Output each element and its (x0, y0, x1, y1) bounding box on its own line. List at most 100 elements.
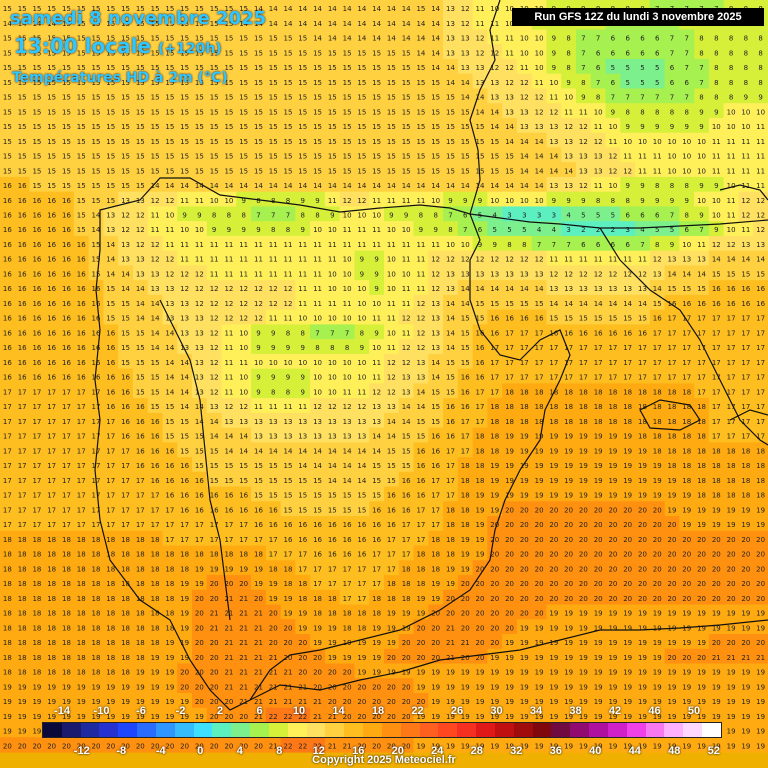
temp-value: 17 (741, 329, 750, 337)
temp-value: 13 (697, 256, 706, 264)
temp-value: 5 (625, 79, 629, 87)
temp-value: 18 (136, 654, 145, 662)
temp-value: 11 (416, 197, 425, 205)
temp-value: 14 (564, 300, 573, 308)
temp-value: 14 (372, 182, 381, 190)
temp-value: 15 (313, 477, 322, 485)
temp-cell (384, 29, 400, 45)
temp-value: 20 (682, 551, 691, 559)
temp-value: 18 (298, 595, 307, 603)
temp-value: 18 (490, 418, 499, 426)
temp-value: 15 (18, 167, 27, 175)
temp-value: 13 (195, 315, 204, 323)
temp-value: 19 (165, 639, 174, 647)
temp-value: 11 (165, 241, 174, 249)
temp-value: 20 (682, 580, 691, 588)
temp-value: 16 (195, 477, 204, 485)
temp-value: 12 (210, 300, 219, 308)
temp-value: 14 (328, 477, 337, 485)
temp-cell (649, 73, 666, 90)
temp-value: 9 (611, 108, 615, 116)
temp-value: 20 (623, 521, 632, 529)
temp-value: 14 (165, 182, 174, 190)
temp-value: 19 (653, 654, 662, 662)
temp-value: 17 (77, 388, 86, 396)
temp-cell (723, 44, 740, 60)
temp-value: 14 (402, 182, 411, 190)
temp-value: 15 (623, 315, 632, 323)
temp-value: 12 (121, 226, 130, 234)
temp-cell (29, 132, 45, 149)
temp-value: 18 (106, 565, 115, 573)
temp-value: 16 (3, 374, 12, 382)
temp-cell (177, 206, 193, 222)
temp-cell (413, 147, 429, 163)
temp-value: 18 (402, 565, 411, 573)
temp-cell (339, 58, 356, 75)
temp-value: 17 (741, 433, 750, 441)
temp-cell (310, 147, 326, 163)
temp-value: 9 (241, 226, 245, 234)
temp-value: 9 (758, 94, 762, 102)
temp-value: 14 (431, 35, 440, 43)
temp-cell (132, 0, 149, 16)
temp-value: 15 (313, 94, 322, 102)
temp-value: 15 (431, 167, 440, 175)
temp-value: 15 (239, 94, 248, 102)
temp-value: 8 (685, 108, 689, 116)
temp-cell (221, 103, 237, 119)
temp-cell (576, 117, 592, 134)
temp-value: 12 (638, 270, 647, 278)
temp-value: 12 (313, 403, 322, 411)
temp-cell (324, 117, 341, 134)
temp-value: 21 (239, 639, 248, 647)
temp-value: 9 (714, 108, 718, 116)
temp-value: 10 (328, 315, 337, 323)
temp-cell (192, 147, 208, 163)
temp-cell (73, 132, 90, 149)
temp-cell (590, 73, 607, 90)
temp-value: 14 (490, 123, 499, 131)
temp-value: 8 (566, 35, 570, 43)
temp-value: 18 (47, 654, 56, 662)
temp-cell (576, 29, 592, 45)
temp-value: 20 (476, 580, 485, 588)
temp-value: 20 (269, 624, 278, 632)
temp-value: 12 (623, 270, 632, 278)
temp-value: 10 (402, 226, 411, 234)
temp-value: 18 (712, 447, 721, 455)
temp-value: 19 (682, 639, 691, 647)
temp-cell (14, 117, 31, 134)
temp-cell (576, 162, 592, 178)
temp-cell (236, 0, 252, 16)
temp-value: 5 (522, 226, 526, 234)
temp-value: 20 (653, 506, 662, 514)
temp-value: 15 (269, 108, 278, 116)
temp-value: 16 (3, 315, 12, 323)
temp-value: 19 (239, 565, 248, 573)
temp-value: 7 (596, 35, 600, 43)
temp-value: 18 (638, 388, 647, 396)
temp-value: 18 (121, 565, 130, 573)
temp-value: 15 (328, 138, 337, 146)
temp-value: 11 (727, 138, 736, 146)
temp-value: 20 (727, 565, 736, 573)
temp-value: 16 (402, 477, 411, 485)
temp-value: 20 (712, 580, 721, 588)
temp-cell (147, 117, 164, 134)
temp-value: 9 (301, 374, 305, 382)
temp-cell (369, 117, 385, 134)
temp-value: 10 (697, 197, 706, 205)
temp-value: 15 (239, 138, 248, 146)
temp-value: 10 (165, 211, 174, 219)
temp-value: 20 (756, 595, 765, 603)
temp-value: 19 (476, 521, 485, 529)
temp-cell (324, 88, 341, 104)
temp-cell (738, 132, 754, 149)
temp-value: 16 (284, 521, 293, 529)
temp-value: 15 (298, 94, 307, 102)
temp-value: 16 (18, 374, 27, 382)
temp-value: 16 (254, 521, 263, 529)
temp-cell (339, 103, 356, 119)
temp-cell (162, 103, 178, 119)
